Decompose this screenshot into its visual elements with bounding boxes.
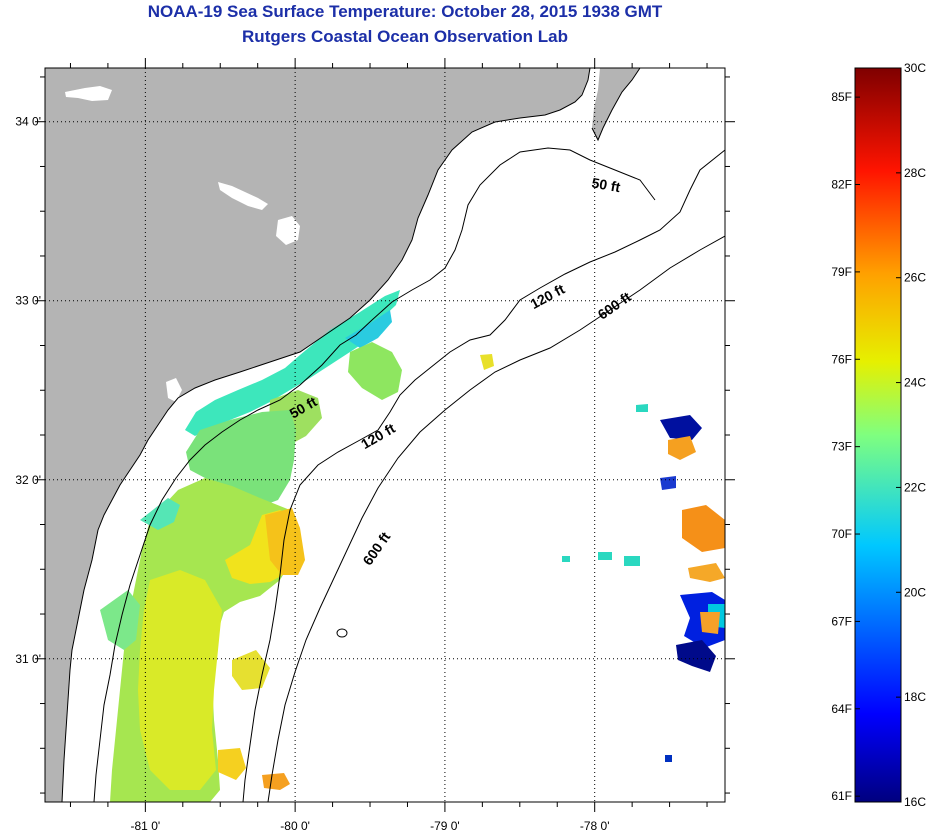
inland-lake (218, 182, 268, 210)
lon-tick-label: -79 0' (430, 819, 460, 832)
map-subtitle: Rutgers Coastal Ocean Observation Lab (242, 27, 568, 46)
colorbar-celsius-label: 24C (904, 376, 926, 390)
lat-tick-label: 32 0' (15, 473, 41, 487)
isobath-50ft (93, 147, 656, 802)
lat-tick-label: 34 0' (15, 115, 41, 129)
colorbar-celsius-label: 16C (904, 795, 926, 809)
isobath-120ft (242, 149, 725, 802)
colorbar-gradient (855, 68, 901, 802)
colorbar-fahrenheit-label: 79F (831, 265, 852, 279)
colorbar-fahrenheit-label: 70F (831, 527, 852, 541)
colorbar-celsius-label: 28C (904, 166, 926, 180)
colorbar-fahrenheit-label: 82F (831, 178, 852, 192)
lat-tick-label: 33 0' (15, 294, 41, 308)
isobath-closed-contour (336, 628, 348, 638)
sst-data (100, 290, 725, 802)
cape-fear-land (592, 68, 640, 140)
colorbar-labels: 30C 28C 26C 24C 22C 20C 18C 16C 85F 82F 79F 76F 73F 7… (831, 61, 926, 809)
isobath-600ft (267, 235, 725, 802)
lon-tick-label: -78 0' (580, 819, 610, 832)
colorbar-celsius-label: 18C (904, 690, 926, 704)
axis-tick-labels: 34 0' 33 0' 32 0' 31 0' -81 0' -80 0' -79 0' -7… (15, 115, 609, 832)
colorbar-celsius-label: 30C (904, 61, 926, 75)
axis-ticks (35, 58, 735, 812)
colorbar-celsius-label: 26C (904, 271, 926, 285)
graticule (45, 68, 725, 802)
inland-lake (276, 216, 300, 245)
colorbar-celsius-label: 22C (904, 480, 926, 494)
inland-lake (65, 86, 112, 101)
coastline (61, 68, 591, 802)
map-title: NOAA-19 Sea Surface Temperature: October… (147, 2, 663, 21)
cape-fear-coastline (591, 68, 641, 142)
colorbar-fahrenheit-label: 85F (831, 90, 852, 104)
contour-label: 50 ft (590, 174, 621, 195)
colorbar-frame (854, 67, 902, 803)
colorbar-fahrenheit-label: 76F (831, 352, 852, 366)
colorbar-celsius-label: 20C (904, 585, 926, 599)
colorbar-fahrenheit-label: 64F (831, 702, 852, 716)
lat-tick-label: 31 0' (15, 652, 41, 666)
lon-tick-label: -81 0' (131, 819, 161, 832)
land-mass (45, 68, 590, 802)
colorbar-fahrenheit-label: 73F (831, 440, 852, 454)
colorbar-fahrenheit-label: 67F (831, 614, 852, 628)
inland-lake (166, 378, 182, 402)
colorbar-fahrenheit-label: 61F (831, 789, 852, 803)
lon-tick-label: -80 0' (280, 819, 310, 832)
